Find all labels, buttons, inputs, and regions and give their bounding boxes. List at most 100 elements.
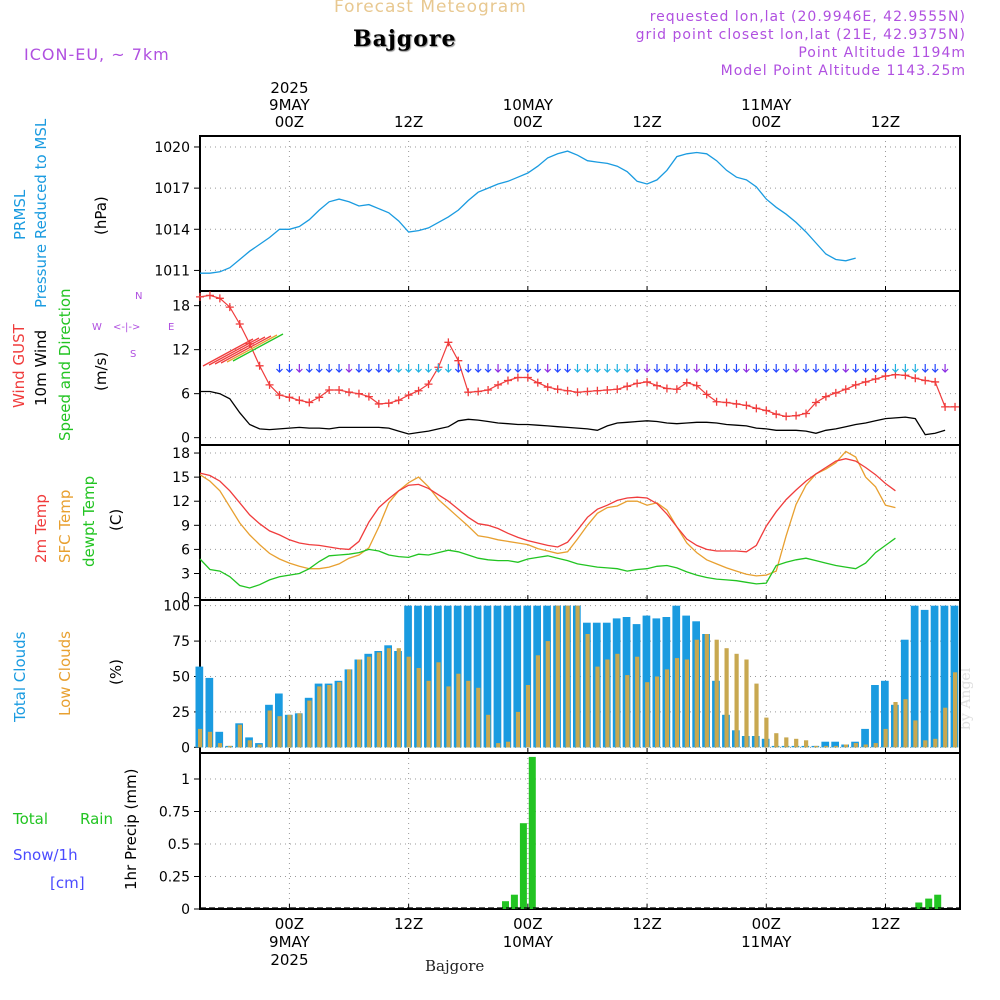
wind-direction-arrow [842, 364, 850, 373]
gust-marker [484, 386, 493, 394]
gust-marker [364, 392, 373, 401]
top-date-label: 10MAY [503, 96, 554, 114]
wind-arrow [202, 338, 254, 367]
gust-marker [782, 412, 791, 421]
gust-marker [285, 393, 294, 402]
gust-marker [196, 292, 204, 301]
y-tick-label: 1 [181, 772, 190, 788]
requested-coords: requested lon,lat (20.9946E, 42.9555N) [649, 9, 966, 25]
low-cloud-bar [674, 658, 680, 748]
low-cloud-bar [426, 680, 431, 748]
gust-marker [205, 291, 214, 300]
low-cloud-bar [555, 605, 560, 748]
gust-marker [662, 384, 671, 393]
gust-marker [931, 377, 940, 386]
rain-label: Rain [80, 810, 113, 828]
total-cloud-bar [503, 605, 512, 748]
total-cloud-bar [195, 666, 204, 748]
total-cloud-bar [831, 741, 839, 748]
low-cloud-bar [396, 648, 401, 748]
wind-direction-arrow [375, 364, 383, 373]
wind-direction-arrow [762, 364, 770, 373]
wind-direction-arrow [822, 364, 830, 373]
total-cloud-bar [493, 605, 502, 748]
top-date-label: 9MAY [269, 96, 311, 114]
y-tick-label: 0 [181, 591, 190, 607]
gust-marker [543, 383, 552, 392]
wind-direction-arrow [802, 364, 810, 373]
low-cloud-bar [366, 656, 372, 748]
wind-direction-arrow [435, 364, 442, 373]
wind-direction-arrow [444, 364, 452, 373]
panel-frame [199, 752, 961, 910]
gust-marker [702, 390, 711, 399]
total-label: Total [12, 810, 48, 828]
gust-marker [563, 386, 572, 395]
pressure-ylabel-2: Pressure Reduced to MSL [32, 118, 50, 308]
wind-direction-arrow [544, 364, 552, 373]
total-cloud-bar [881, 680, 889, 748]
y-tick-label: 0 [181, 740, 190, 756]
compass-east: E [168, 322, 174, 333]
top-time-label: 12Z [632, 113, 661, 131]
compass-arrows: <-|-> [113, 322, 140, 333]
low-cloud-bar [257, 744, 262, 748]
total-cloud-bar [473, 605, 482, 748]
precip-bar [934, 894, 942, 909]
top-time-label: 12Z [871, 113, 900, 131]
precip-bar [925, 898, 933, 909]
clouds-unit: (%) [107, 659, 125, 685]
temp-ylabel: 2m Temp [32, 494, 50, 563]
wind-direction-arrow [494, 364, 502, 373]
total-cloud-bar [940, 605, 949, 748]
point-altitude: Point Altitude 1194m [798, 45, 966, 61]
low-cloud-bar [496, 743, 501, 748]
low-cloud-bar [535, 655, 540, 748]
y-tick-label: 1014 [154, 222, 190, 238]
location-title: Bajgore [353, 26, 457, 52]
gust-marker [583, 387, 592, 396]
low-cloud-bar [337, 682, 342, 748]
low-cloud-bar [833, 745, 838, 748]
wind-unit: (m/s) [92, 352, 110, 391]
low-cloud-bar [873, 743, 878, 748]
low-cloud-bar [198, 728, 203, 748]
total-cloud-bar [861, 728, 869, 748]
wind-direction-arrow [534, 364, 542, 373]
gust-marker [384, 399, 393, 408]
low-cloud-bar [376, 652, 381, 748]
wind-direction-arrow [574, 364, 581, 373]
wind-direction-arrow [832, 364, 840, 373]
low-cloud-bar [456, 673, 461, 748]
bottom-date-label: 9MAY [269, 933, 311, 951]
y-tick-label: 15 [172, 470, 190, 486]
wind-direction-arrow [385, 364, 393, 373]
low-cloud-bar [724, 648, 729, 748]
bottom-year-label: 2025 [270, 951, 308, 969]
gust-marker [712, 397, 721, 406]
dewpt-line [199, 537, 896, 589]
gust-marker [623, 382, 632, 391]
y-tick-label: 3 [181, 566, 190, 582]
total-cloud-bar [463, 605, 472, 748]
gust-marker [265, 380, 274, 389]
wind-direction-arrow [425, 364, 432, 373]
low-cloud-bar [814, 745, 819, 748]
low-cloud-bar [466, 680, 471, 748]
low-cloud-bar [645, 682, 650, 748]
y-tick-label: 6 [181, 387, 190, 403]
wind-gust-ylabel: Wind GUST [10, 323, 28, 408]
chart-title: Forecast Meteogram [334, 0, 527, 17]
wind-direction-arrow [415, 364, 422, 373]
wind-direction-arrow [941, 364, 949, 373]
low-cloud-bar [784, 737, 789, 748]
gust-marker [215, 294, 224, 303]
gust-marker [652, 381, 661, 390]
low-cloud-bar [207, 731, 213, 748]
wind-direction-arrow [693, 364, 701, 373]
gust-marker [573, 388, 582, 397]
sfc-temp-line [199, 450, 896, 577]
wind-direction-arrow [931, 364, 939, 373]
low-cloud-bar [515, 711, 521, 748]
